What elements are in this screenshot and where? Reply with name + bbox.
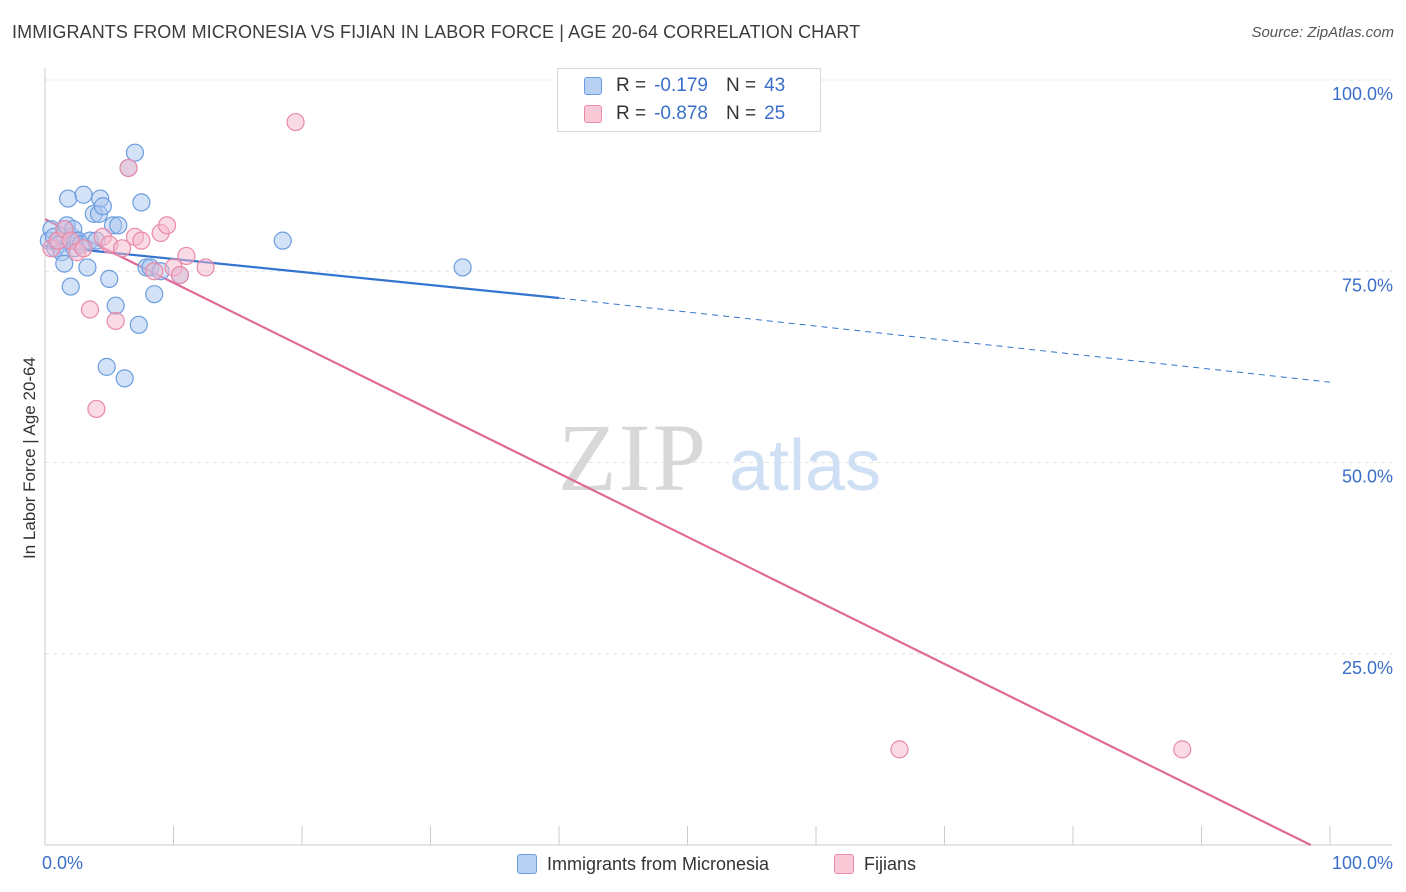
legend-r-value: -0.878 [654, 103, 708, 124]
trend-line-micronesia-solid [44, 244, 560, 300]
legend-n-value: 25 [764, 103, 786, 124]
legend-row-fijians: R = -0.878 N = 25 [584, 102, 785, 126]
legend-swatch-micronesia [584, 77, 602, 95]
legend-row-micronesia: R = -0.179 N = 43 [584, 74, 785, 98]
series-swatch-micronesia [517, 854, 537, 874]
data-point-fijians [196, 258, 215, 277]
data-points [39, 112, 1192, 759]
trend-line-micronesia-dashed [558, 297, 1331, 383]
chart-title: IMMIGRANTS FROM MICRONESIA VS FIJIAN IN … [12, 22, 861, 42]
data-point-fijians [170, 265, 190, 285]
data-point-fijians [157, 216, 177, 235]
data-point-fijians [112, 239, 132, 258]
data-point-micronesia [109, 216, 128, 235]
data-point-fijians [80, 300, 100, 319]
data-point-micronesia [106, 296, 125, 315]
data-point-fijians [132, 231, 151, 250]
source-label: Source: ZipAtlas.com [1251, 24, 1394, 41]
data-point-fijians [87, 399, 106, 419]
y-tick-label: 50.0% [1342, 467, 1393, 487]
legend-n-value: 43 [764, 75, 786, 96]
legend-r-label: R = [616, 75, 647, 96]
data-point-micronesia [132, 193, 151, 212]
data-point-micronesia [125, 143, 145, 162]
series-name-fijians: Fijians [864, 853, 917, 874]
legend-n-label: N = [725, 75, 757, 96]
data-point-micronesia [453, 258, 472, 277]
data-point-fijians [177, 246, 196, 266]
data-point-fijians [119, 158, 138, 178]
series-legend-micronesia: Immigrants from Micronesia [517, 852, 769, 876]
data-point-micronesia [145, 285, 164, 304]
watermark: ZIP atlas [558, 404, 881, 511]
legend-r-value: -0.179 [654, 75, 708, 96]
series-swatch-fijians [834, 854, 854, 874]
data-point-fijians [1173, 740, 1192, 759]
data-point-fijians [106, 311, 125, 331]
data-point-micronesia [115, 369, 134, 388]
data-point-micronesia [55, 254, 74, 273]
data-point-micronesia [93, 197, 112, 216]
data-point-micronesia [78, 258, 97, 277]
data-point-micronesia [100, 269, 119, 288]
legend-r-label: R = [616, 103, 647, 124]
data-point-micronesia [129, 315, 148, 334]
watermark-zip: ZIP [558, 404, 708, 511]
tick-labels: 25.0% 50.0% 75.0% 100.0% 0.0% 100.0% [42, 84, 1393, 873]
trend-lines [44, 218, 1331, 846]
legend-n-label: N = [725, 103, 757, 124]
axis-layer [44, 68, 1392, 846]
data-point-micronesia [273, 231, 292, 250]
legend-swatch-fijians [584, 105, 602, 123]
y-tick-label: 75.0% [1342, 275, 1393, 295]
series-legend-fijians: Fijians [834, 852, 916, 876]
y-tick-label: 25.0% [1342, 658, 1393, 678]
data-point-fijians [145, 262, 164, 281]
trend-line-fijians [44, 218, 1312, 846]
data-point-fijians [286, 112, 305, 132]
x-tick-label: 100.0% [1332, 853, 1393, 873]
y-tick-label: 100.0% [1332, 84, 1393, 104]
x-tick-label: 0.0% [42, 853, 83, 873]
data-point-fijians [74, 239, 93, 258]
data-point-micronesia [61, 277, 80, 296]
grid-layer [45, 79, 1392, 655]
watermark-atlas: atlas [729, 426, 881, 506]
correlation-legend: R = -0.179 N = 43 R = -0.878 N = 25 [557, 68, 821, 132]
series-name-micronesia: Immigrants from Micronesia [547, 853, 770, 874]
data-point-micronesia [97, 357, 116, 376]
data-point-fijians [890, 740, 909, 759]
data-point-micronesia [74, 185, 93, 204]
data-point-micronesia [59, 189, 78, 208]
